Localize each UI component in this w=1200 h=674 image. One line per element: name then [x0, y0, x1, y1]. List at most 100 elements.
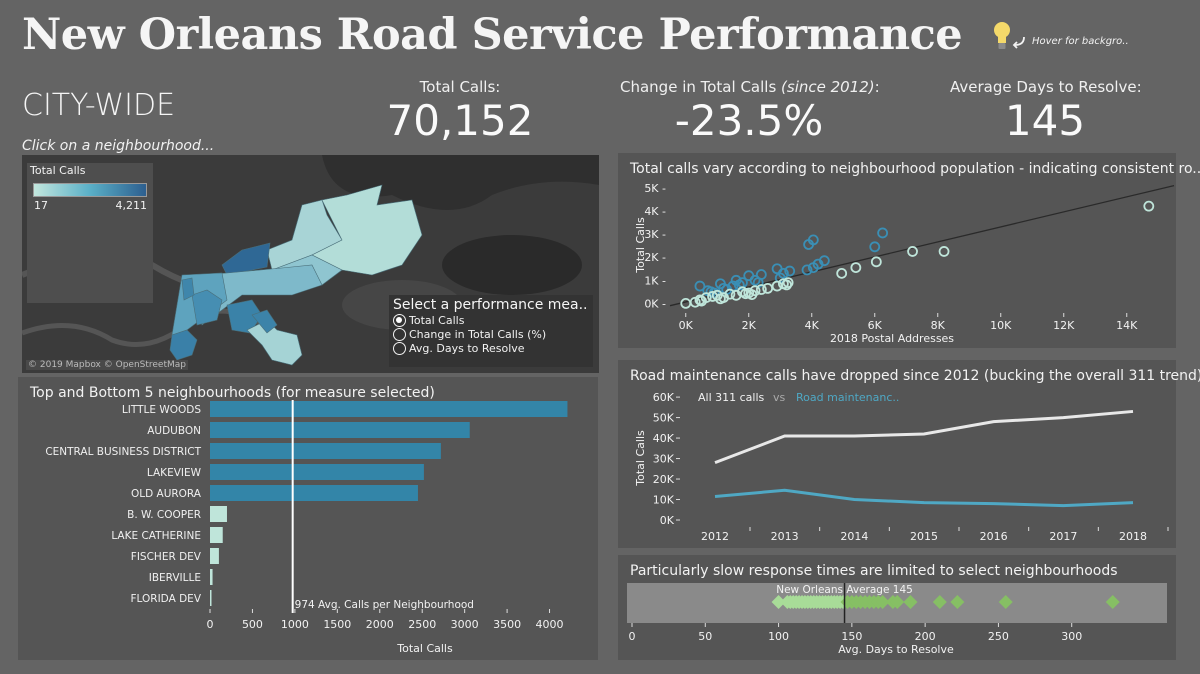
radio-change-total-calls[interactable]: Change in Total Calls (%) [393, 328, 589, 341]
scatter-point [938, 246, 950, 257]
kpi-value: -23.5% [674, 96, 824, 145]
series-line [714, 409, 1134, 465]
trend-line-chart: Road maintenance calls have dropped sinc… [618, 360, 1200, 548]
line-title: Road maintenance calls have dropped sinc… [630, 368, 1200, 384]
radio-icon[interactable] [393, 328, 406, 341]
x-tick-label: 300 [1061, 630, 1082, 643]
region-label: CITY-WIDE [22, 88, 176, 123]
scatter-point [877, 227, 889, 239]
x-tick-label: 100 [768, 630, 789, 643]
scatter-point [784, 265, 796, 277]
x-tick-label: 0 [629, 630, 636, 643]
kpi-value: 145 [1004, 96, 1086, 145]
x-tick-label: 3000 [451, 618, 479, 631]
bar-chart-svg: LITTLE WOODS AUDUBON CENTRAL BUSINESS DIST… [45, 400, 568, 655]
scatter-point [694, 294, 706, 306]
x-tick-label: 2016 [980, 530, 1008, 543]
x-tick-label: 12K [1053, 319, 1075, 332]
x-tick-label: 2012 [701, 530, 729, 543]
map-legend: Total Calls 17 4,211 [27, 163, 153, 303]
x-tick-label: 10K [990, 319, 1012, 332]
scatter-point [807, 262, 819, 273]
bar-category-label: B. W. COOPER [127, 509, 201, 521]
bar [210, 569, 213, 585]
scatter-point [746, 289, 758, 301]
strip-title: Particularly slow response times are lim… [630, 563, 1118, 579]
top-bottom-bar-chart: Top and Bottom 5 neighbourhoods (for mea… [18, 377, 598, 660]
y-tick-label: 60K [653, 391, 675, 404]
neighbourhood-map[interactable]: Total Calls 17 4,211 Select a performanc… [22, 155, 599, 373]
y-tick-label: 0K [660, 514, 675, 527]
bar [210, 590, 212, 606]
radio-total-calls[interactable]: Total Calls [393, 314, 589, 327]
y-tick-label: 50K [653, 412, 675, 425]
y-tick-label: 20K [653, 473, 675, 486]
bar-chart-title: Top and Bottom 5 neighbourhoods (for mea… [30, 385, 435, 401]
x-tick-label: 2013 [771, 530, 799, 543]
strip-point [890, 595, 905, 609]
scatter-point [801, 264, 813, 276]
scatter-y-axis-label: Total Calls [634, 217, 647, 274]
x-tick-label: 1500 [323, 618, 351, 631]
scatter-point [781, 279, 792, 291]
scatter-svg: 0K - 1K - 2K - 3K - 4K - 5K - 0K 2K 4K 6K 8K 10K 12K… [634, 182, 1175, 345]
line-y-axis-label: Total Calls [634, 430, 647, 487]
curved-arrow-icon [1012, 36, 1025, 49]
radio-icon[interactable] [393, 342, 406, 355]
bar [210, 422, 470, 438]
bar [210, 485, 418, 501]
x-tick-label: 14K [1116, 319, 1138, 332]
click-hint: Click on a neighbourhood... [22, 138, 215, 154]
x-tick-label: 2000 [366, 618, 394, 631]
y-tick-label: 1K - [644, 274, 666, 287]
background-hint[interactable]: Hover for backgro.. [992, 20, 1129, 50]
legend-max: 4,211 [115, 199, 148, 212]
line-svg: 0K 10K 20K 30K 40K 50K 60K 2012 2013 2014 2015 2016… [634, 391, 1169, 543]
scatter-point [782, 277, 794, 289]
x-tick-label: 250 [988, 630, 1009, 643]
x-tick-label: 1000 [281, 618, 309, 631]
lightbulb-icon[interactable] [992, 20, 1014, 50]
strip-point [932, 595, 947, 609]
strip-svg: 0 50 100 150 200 250 300 New Orleans Average 14… [627, 583, 1167, 656]
days-strip-chart: Particularly slow response times are lim… [618, 555, 1176, 660]
y-tick-label: 4K - [644, 205, 666, 218]
scatter-point [680, 297, 692, 309]
x-tick-label: 0K [679, 319, 694, 332]
x-tick-label: 2018 [1119, 530, 1147, 543]
bar-category-label: OLD AURORA [131, 488, 202, 500]
scatter-point [870, 256, 882, 268]
dashboard-title: New Orleans Road Service Performance [22, 10, 963, 60]
x-tick-label: 2K [742, 319, 757, 332]
strip-point [875, 595, 890, 609]
y-tick-label: 3K - [644, 228, 666, 241]
x-tick-label: 2017 [1049, 530, 1077, 543]
bar-category-label: CENTRAL BUSINESS DISTRICT [45, 446, 201, 458]
x-tick-label: 150 [841, 630, 862, 643]
strip-point [998, 595, 1013, 609]
x-tick-label: 2014 [840, 530, 868, 543]
radio-avg-days[interactable]: Avg. Days to Resolve [393, 342, 589, 355]
bar [210, 443, 441, 459]
city-neighbourhoods[interactable] [169, 184, 423, 366]
scatter-point [740, 288, 751, 300]
map-attribution[interactable]: © 2019 Mapbox © OpenStreetMap [26, 360, 188, 370]
series-line [714, 488, 1134, 508]
legend-min: 17 [34, 199, 48, 212]
x-tick-label: 3500 [493, 618, 521, 631]
scatter-point [724, 288, 736, 300]
scatter-point [836, 267, 848, 279]
scatter-point [771, 263, 783, 275]
legend-title: Total Calls [30, 164, 86, 177]
x-tick-label: 4K [805, 319, 820, 332]
radio-selected-icon[interactable] [393, 314, 406, 327]
bar-category-label: LITTLE WOODS [122, 404, 201, 416]
strip-point [771, 595, 786, 609]
y-tick-label: 2K - [644, 251, 666, 264]
hint-text: Hover for backgro.. [1032, 35, 1129, 47]
scatter-point [1143, 200, 1155, 212]
x-tick-label: 2500 [408, 618, 436, 631]
legend-road: Road maintenanc.. [796, 391, 899, 404]
strip-point [950, 595, 965, 609]
y-tick-label: 40K [653, 432, 675, 445]
